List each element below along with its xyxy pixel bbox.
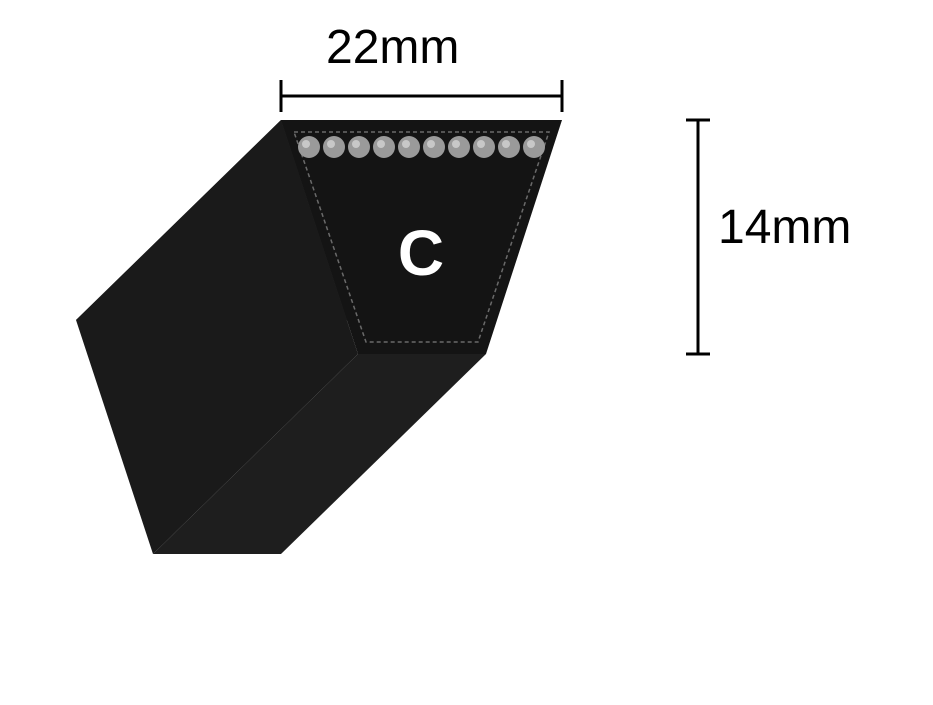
width-dimension bbox=[281, 80, 562, 112]
belt-diagram: C 22mm 14mm bbox=[0, 0, 933, 700]
height-dimension bbox=[686, 120, 710, 354]
belt-svg: C bbox=[0, 0, 933, 700]
width-label: 22mm bbox=[326, 20, 459, 75]
height-label: 14mm bbox=[718, 200, 851, 255]
belt-letter-label: C bbox=[398, 217, 444, 289]
